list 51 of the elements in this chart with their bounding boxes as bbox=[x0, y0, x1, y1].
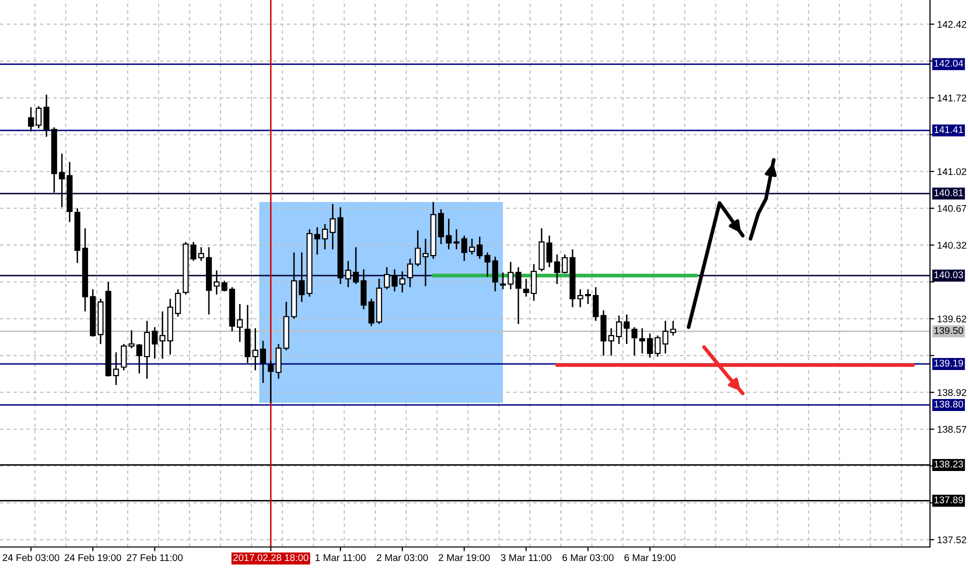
x-tick-label: 6 Mar 03:00 bbox=[562, 554, 614, 562]
x-tick-label: 2017.02.28 18:00 bbox=[233, 554, 308, 562]
x-tick-label: 1 Mar 11:00 bbox=[316, 554, 366, 562]
y-tick-label: 141.02 bbox=[938, 168, 966, 176]
candlestick bbox=[608, 328, 614, 356]
candlestick bbox=[160, 310, 166, 360]
candlestick bbox=[298, 252, 305, 303]
candlestick bbox=[446, 218, 452, 250]
candlestick bbox=[631, 326, 638, 356]
candlestick bbox=[639, 328, 646, 354]
y-tick-label: 140.67 bbox=[938, 205, 966, 212]
line-series bbox=[748, 158, 776, 241]
candlestick bbox=[616, 314, 622, 345]
ref-line-label: 141.41 bbox=[934, 126, 963, 133]
x-tick-label: 2 Mar 19:00 bbox=[438, 554, 490, 562]
x-tick-label: 27 Feb 11:00 bbox=[126, 554, 183, 562]
x-tick-label: 24 Feb 19:00 bbox=[64, 554, 122, 562]
ref-line-label: 140.81 bbox=[934, 189, 963, 196]
candlestick bbox=[152, 326, 158, 360]
candlestick bbox=[120, 343, 127, 371]
candlestick bbox=[454, 228, 460, 250]
candlestick bbox=[624, 314, 630, 345]
candlestick bbox=[175, 288, 181, 318]
ref-line-label: 140.03 bbox=[934, 271, 964, 278]
ref-line-label: 139.19 bbox=[934, 360, 963, 367]
candlestick bbox=[438, 208, 444, 245]
x-tick-label: 6 Mar 19:00 bbox=[624, 554, 676, 562]
x-tick-label: 3 Mar 11:00 bbox=[500, 554, 552, 562]
ref-line-label: 139.50 bbox=[934, 327, 964, 334]
y-tick-label: 140.32 bbox=[938, 242, 966, 249]
y-tick-label: 139.62 bbox=[938, 315, 966, 322]
candlestick bbox=[577, 288, 584, 308]
ref-line-label: 138.23 bbox=[934, 460, 964, 468]
ref-line-label: 137.89 bbox=[934, 496, 963, 504]
candlestick bbox=[530, 263, 537, 302]
y-tick-label: 138.57 bbox=[938, 426, 966, 433]
y-tick-label: 142.42 bbox=[938, 20, 966, 28]
x-tick-label: 24 Feb 03:00 bbox=[2, 554, 60, 562]
candlestick bbox=[585, 288, 591, 305]
candlestick bbox=[128, 330, 134, 349]
y-tick-label: 141.72 bbox=[938, 94, 966, 102]
y-tick-label: 138.92 bbox=[938, 389, 966, 396]
candlestick bbox=[592, 286, 599, 322]
x-tick-label: 2 Mar 03:00 bbox=[376, 554, 428, 562]
ref-line-label: 142.04 bbox=[934, 60, 964, 67]
candlestick bbox=[136, 343, 142, 374]
candlestick bbox=[461, 234, 468, 262]
candlestick bbox=[236, 303, 243, 343]
candlestick bbox=[314, 226, 320, 256]
ref-line-label: 138.80 bbox=[934, 400, 964, 408]
y-tick-label: 137.52 bbox=[938, 536, 966, 544]
